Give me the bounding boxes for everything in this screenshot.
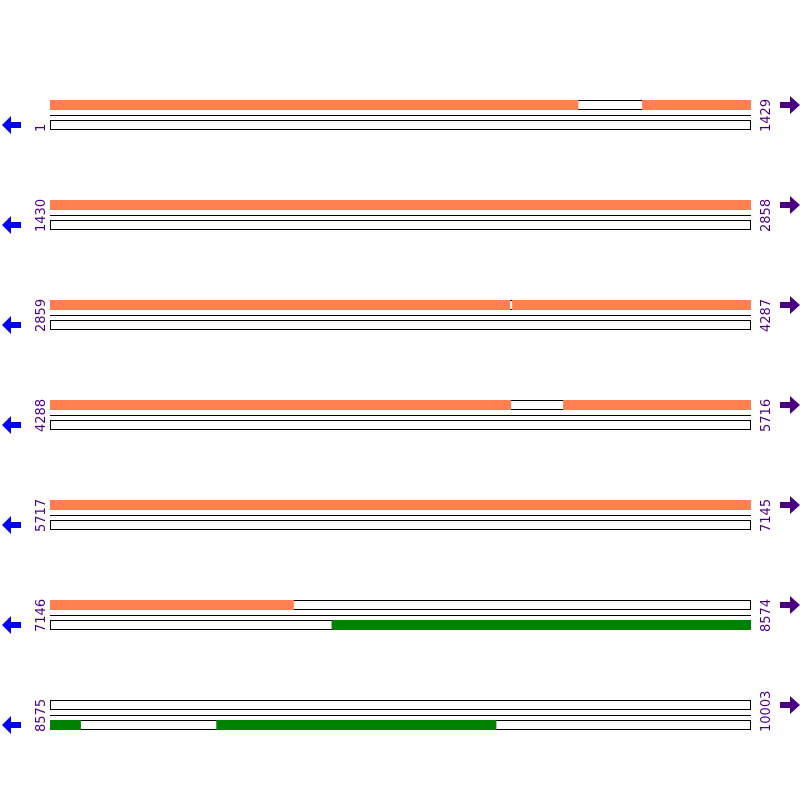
segment-4-end-label: 5716 xyxy=(759,399,774,432)
segment-1-end-label: 1429 xyxy=(759,99,774,132)
arrow-left-icon[interactable] xyxy=(2,516,21,534)
arrow-left-icon[interactable] xyxy=(2,216,21,234)
segment-5-bottom-track xyxy=(50,520,751,530)
segment-4-bottom-track xyxy=(50,420,751,430)
segment-2-bottom-track xyxy=(50,220,751,230)
segment-7-bottom-feature-2 xyxy=(216,720,497,730)
segment-2-top-feature-1 xyxy=(50,200,751,210)
arrow-left-icon[interactable] xyxy=(2,316,21,334)
arrow-left-icon[interactable] xyxy=(2,616,21,634)
arrow-right-icon[interactable] xyxy=(780,96,800,114)
segment-1-top-feature-1 xyxy=(50,100,579,110)
segment-6-bottom-feature-1 xyxy=(331,620,751,630)
segment-1-top-feature-2 xyxy=(642,100,751,110)
arrow-right-icon[interactable] xyxy=(780,496,800,514)
arrow-right-icon[interactable] xyxy=(780,596,800,614)
segment-7-start-label: 8575 xyxy=(34,699,49,732)
segment-7-end-label: 10003 xyxy=(759,691,774,732)
segment-5-start-label: 5717 xyxy=(34,499,49,532)
segment-3-start-label: 2859 xyxy=(34,299,49,332)
segment-6-start-label: 7146 xyxy=(34,599,49,632)
segment-3-end-label: 4287 xyxy=(759,299,774,332)
segment-7-top-track xyxy=(50,700,751,710)
arrow-right-icon[interactable] xyxy=(780,296,800,314)
segment-1-start-label: 1 xyxy=(34,124,49,132)
segment-5-top-feature-1 xyxy=(50,500,751,510)
segment-4-top-feature-1 xyxy=(50,400,512,410)
arrow-right-icon[interactable] xyxy=(780,196,800,214)
segment-6-end-label: 8574 xyxy=(759,599,774,632)
segment-7-bottom-feature-1 xyxy=(50,720,81,730)
segment-4-top-feature-2 xyxy=(563,400,751,410)
segment-3-bottom-track xyxy=(50,320,751,330)
segment-5-end-label: 7145 xyxy=(759,499,774,532)
segment-2-end-label: 2858 xyxy=(759,199,774,232)
arrow-right-icon[interactable] xyxy=(780,396,800,414)
segment-2-start-label: 1430 xyxy=(34,199,49,232)
segment-3-top-feature-2 xyxy=(512,300,751,310)
segment-4-start-label: 4288 xyxy=(34,399,49,432)
arrow-right-icon[interactable] xyxy=(780,696,800,714)
arrow-left-icon[interactable] xyxy=(2,716,21,734)
arrow-left-icon[interactable] xyxy=(2,116,21,134)
arrow-left-icon[interactable] xyxy=(2,416,21,434)
segment-3-top-feature-1 xyxy=(50,300,511,310)
segment-6-top-feature-1 xyxy=(50,600,294,610)
segment-1-bottom-track xyxy=(50,120,751,130)
